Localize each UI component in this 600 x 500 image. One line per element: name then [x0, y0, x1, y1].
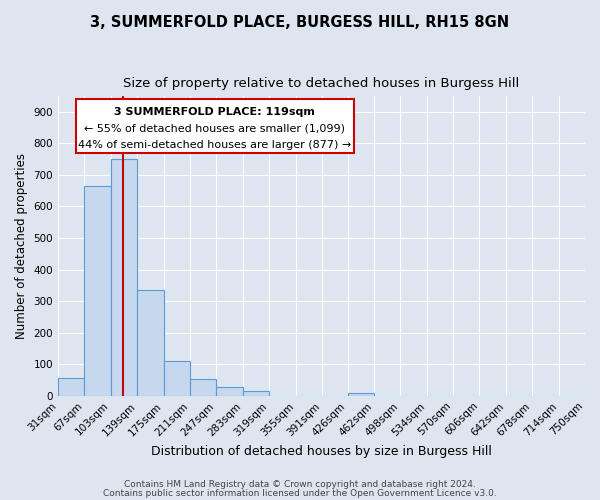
FancyBboxPatch shape: [76, 99, 354, 152]
Bar: [111, 159, 137, 396]
Bar: [217, 387, 243, 396]
Text: Contains HM Land Registry data © Crown copyright and database right 2024.: Contains HM Land Registry data © Crown c…: [124, 480, 476, 489]
Text: ← 55% of detached houses are smaller (1,099): ← 55% of detached houses are smaller (1,…: [85, 124, 346, 134]
X-axis label: Distribution of detached houses by size in Burgess Hill: Distribution of detached houses by size …: [151, 444, 492, 458]
Bar: [85, 186, 111, 396]
Bar: [190, 380, 217, 396]
Y-axis label: Number of detached properties: Number of detached properties: [15, 153, 28, 339]
Text: 44% of semi-detached houses are larger (877) →: 44% of semi-detached houses are larger (…: [78, 140, 352, 149]
Bar: [58, 378, 85, 396]
Text: Contains public sector information licensed under the Open Government Licence v3: Contains public sector information licen…: [103, 488, 497, 498]
Title: Size of property relative to detached houses in Burgess Hill: Size of property relative to detached ho…: [124, 78, 520, 90]
Text: 3 SUMMERFOLD PLACE: 119sqm: 3 SUMMERFOLD PLACE: 119sqm: [115, 108, 316, 118]
Bar: [137, 290, 164, 396]
Bar: [164, 361, 190, 396]
Bar: [347, 392, 374, 396]
Text: 3, SUMMERFOLD PLACE, BURGESS HILL, RH15 8GN: 3, SUMMERFOLD PLACE, BURGESS HILL, RH15 …: [91, 15, 509, 30]
Bar: [243, 391, 269, 396]
